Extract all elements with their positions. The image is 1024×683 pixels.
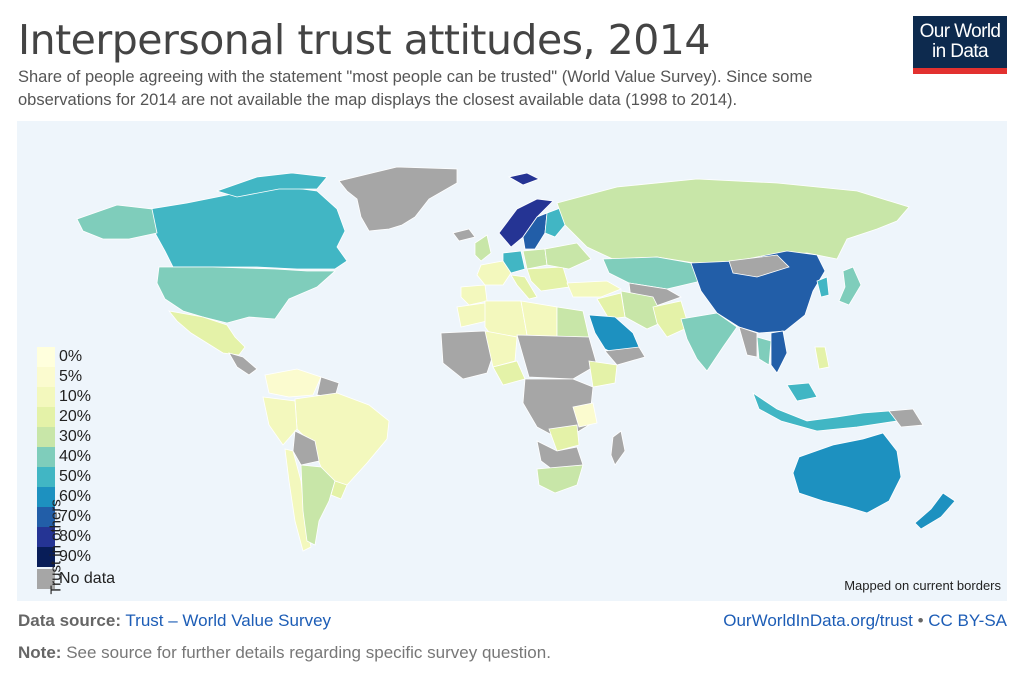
country-ukraine[interactable] [544,242,592,270]
country-new-zealand[interactable] [914,492,956,530]
legend-label: 70% [59,508,92,525]
legend-swatch [37,569,55,589]
world-map-svg [76,166,956,552]
country-morocco[interactable] [456,302,488,328]
owid-logo[interactable]: Our World in Data [913,16,1007,74]
country-japan[interactable] [838,266,862,306]
country-chad-sudan[interactable] [516,334,598,380]
license-link[interactable]: CC BY-SA [928,611,1007,630]
logo-accent-bar [913,68,1007,74]
legend-swatch [37,427,55,447]
legend: 0% 5% 10% 20% 30% 40% 50% 60% 70% 80% 90… [37,347,147,595]
legend-swatch [37,527,55,547]
world-map[interactable]: Mapped on current borders [17,121,1007,601]
country-china[interactable] [690,250,826,334]
legend-label: 10% [59,388,92,405]
legend-swatch [37,507,55,527]
country-mali[interactable] [484,330,518,368]
country-libya[interactable] [520,300,558,338]
legend-swatch [37,487,55,507]
data-source-link[interactable]: Trust – World Value Survey [125,611,332,630]
country-ethiopia[interactable] [588,360,618,388]
legend-label: 90% [59,548,92,565]
country-malaysia[interactable] [786,382,818,402]
country-germany[interactable] [502,250,526,274]
country-canada-islands[interactable] [215,172,328,198]
country-iceland[interactable] [452,228,476,242]
country-myanmar[interactable] [738,326,758,358]
country-kazakhstan[interactable] [602,256,702,290]
footer-separator: • [917,611,924,630]
page-title: Interpersonal trust attitudes, 2014 [18,16,710,64]
country-south-africa[interactable] [536,464,584,494]
country-yemen[interactable] [604,346,646,366]
note-text: See source for further details regarding… [66,643,551,662]
country-usa[interactable] [156,266,337,324]
country-norway[interactable] [498,198,554,248]
country-tanzania[interactable] [572,402,598,428]
footer-url: OurWorldInData.org/trust • CC BY-SA [723,611,1007,631]
country-venezuela[interactable] [264,368,322,398]
country-mongolia[interactable] [728,254,790,278]
country-italy[interactable] [510,274,538,300]
legend-swatch [37,367,55,387]
logo-line1: Our World [919,21,1001,42]
country-thailand[interactable] [756,336,772,366]
legend-label: 5% [59,368,83,385]
country-bolivia[interactable] [292,430,320,466]
note-label: Note: [18,643,62,662]
country-australia[interactable] [792,432,902,514]
country-canada[interactable] [149,186,348,270]
logo-line2: in Data [931,41,989,62]
legend-swatch [37,347,55,367]
country-chile[interactable] [284,448,312,552]
country-zambia[interactable] [548,424,580,452]
country-russia[interactable] [556,178,910,266]
legend-label: 40% [59,448,92,465]
country-png[interactable] [888,408,924,428]
country-indonesia[interactable] [752,391,898,432]
country-alaska[interactable] [76,204,158,240]
country-egypt[interactable] [556,306,590,338]
page-subtitle: Share of people agreeing with the statem… [18,68,813,109]
country-madagascar[interactable] [610,430,626,466]
country-spain[interactable] [460,284,488,306]
country-mexico[interactable] [168,310,246,356]
country-philippines[interactable] [814,346,830,370]
legend-label: 20% [59,408,92,425]
owid-url-link[interactable]: OurWorldInData.org/trust [723,611,913,630]
country-pakistan[interactable] [652,300,690,338]
legend-swatch [37,547,55,567]
footer-note: Note: See source for further details reg… [18,643,551,663]
country-balkans[interactable] [526,266,570,292]
country-india[interactable] [680,312,738,372]
country-central-america[interactable] [228,352,258,376]
country-uk[interactable] [474,234,492,262]
legend-label: 60% [59,488,92,505]
country-greenland[interactable] [338,166,458,232]
legend-swatch [37,407,55,427]
country-korea[interactable] [816,276,830,298]
country-svalbard[interactable] [507,172,540,186]
country-vietnam[interactable] [770,330,788,374]
country-poland[interactable] [522,248,548,270]
legend-label: 50% [59,468,92,485]
data-source: Data source: Trust – World Value Survey [18,611,331,631]
country-argentina[interactable] [300,464,336,546]
legend-label: 80% [59,528,92,545]
mapped-borders-note: Mapped on current borders [844,578,1001,593]
legend-label: 0% [59,348,83,365]
legend-swatch [37,467,55,487]
legend-swatch [37,387,55,407]
legend-title: Trust in others [47,499,65,595]
legend-label: 30% [59,428,92,445]
country-peru[interactable] [262,396,298,446]
country-turkey[interactable] [566,280,622,298]
legend-label: No data [59,570,116,587]
country-uruguay[interactable] [330,480,348,500]
data-source-label: Data source: [18,611,121,630]
legend-swatch [37,447,55,467]
country-iraq[interactable] [596,292,626,320]
